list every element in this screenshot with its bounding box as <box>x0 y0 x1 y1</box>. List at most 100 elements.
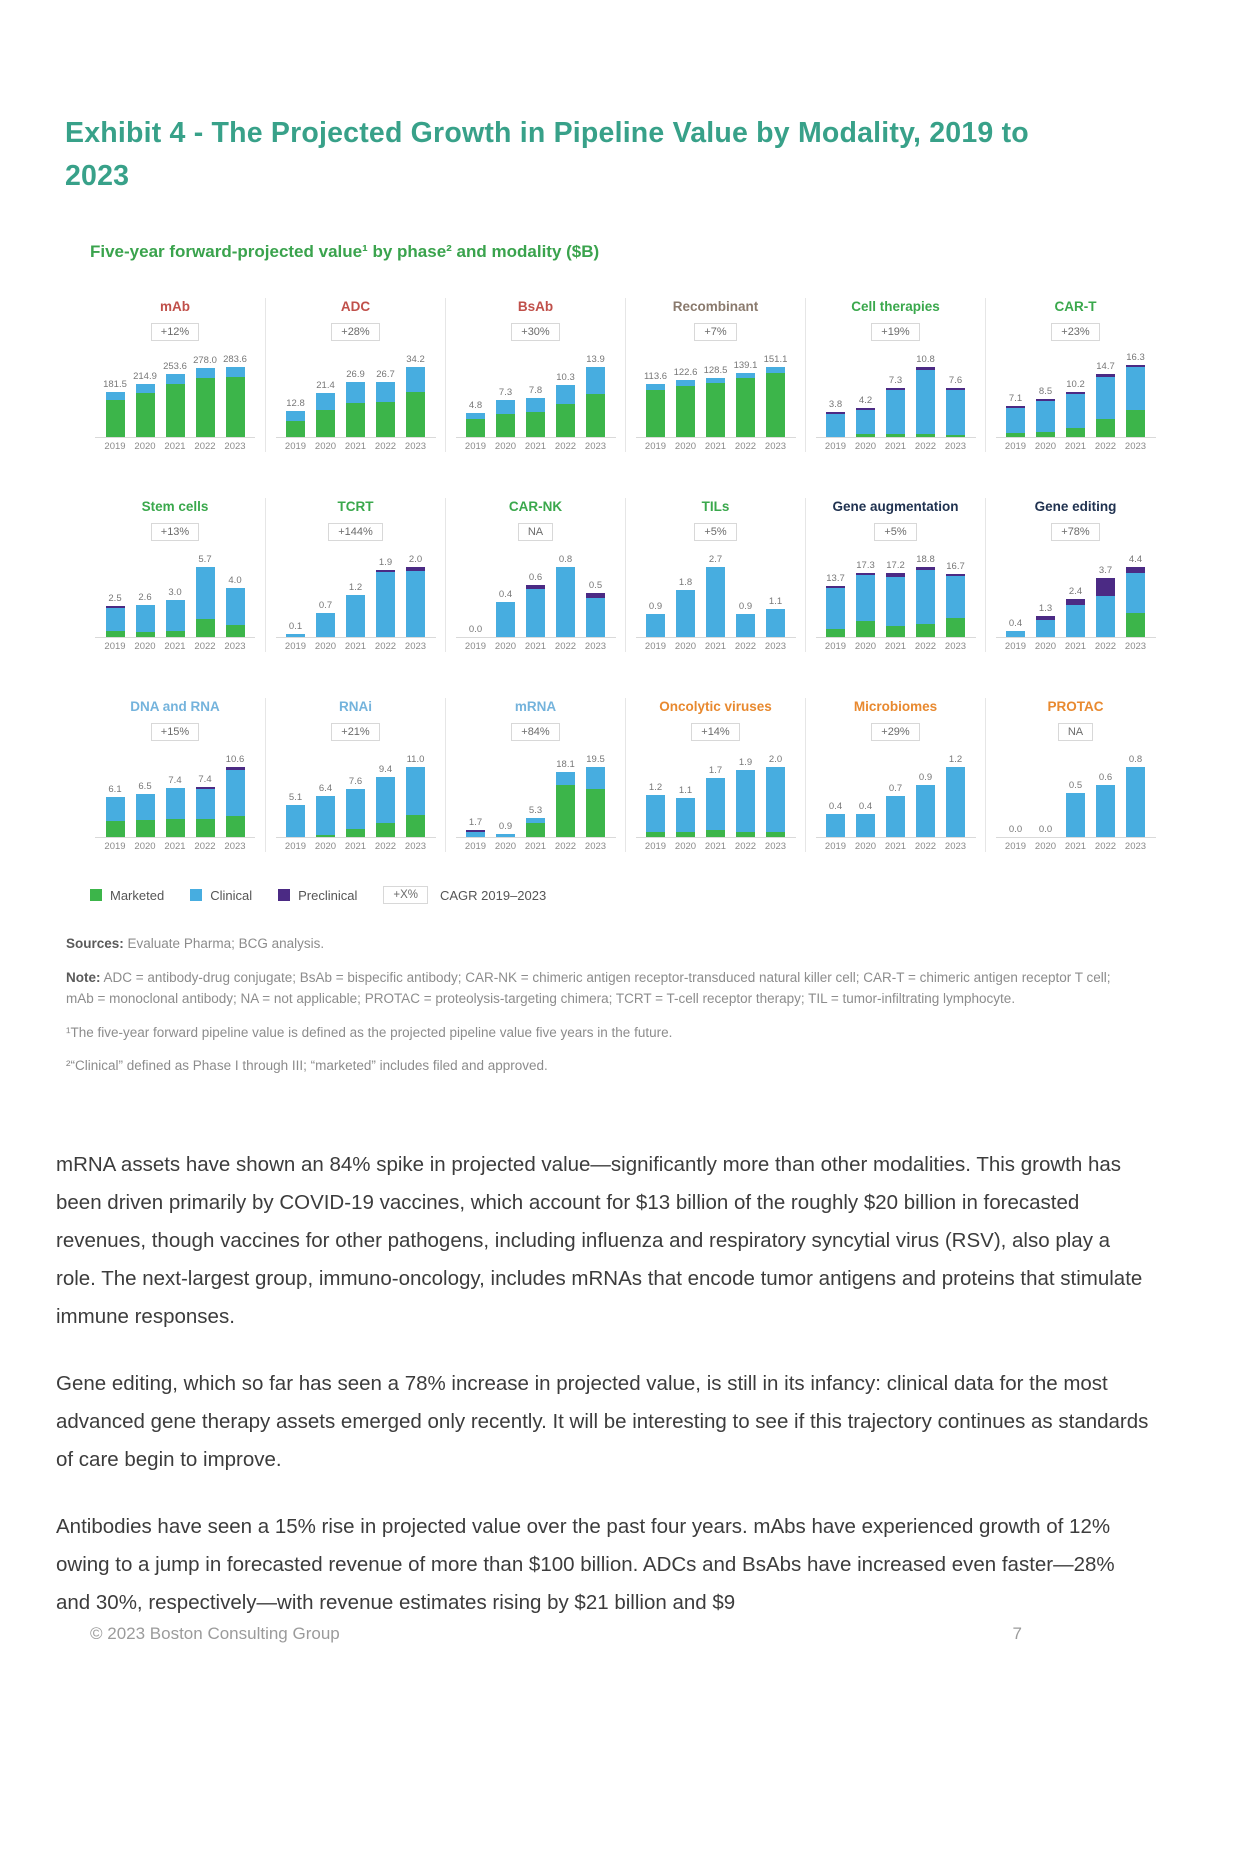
chart-cell-therapies: Cell therapies +19% 3.8 4.2 7.3 10.8 7.6 2019 20… <box>805 298 985 452</box>
bar-segment-marketed <box>1006 433 1025 437</box>
bar-column: 2.0 <box>401 554 431 637</box>
year-label: 2021 <box>524 441 547 452</box>
bar-segment-clinical <box>1066 393 1085 429</box>
year-label: 2020 <box>314 841 337 852</box>
bar <box>856 813 875 837</box>
paragraph-mrna: mRNA assets have shown an 84% spike in p… <box>56 1153 1143 1329</box>
bar-segment-clinical <box>316 612 335 637</box>
legend-cagr-text: CAGR 2019–2023 <box>439 887 547 903</box>
bar-segment-clinical <box>135 605 155 632</box>
cagr-label: +23% <box>1051 323 1100 341</box>
bars-row: 0.1 0.7 1.2 1.9 2.0 <box>275 554 436 638</box>
bar <box>586 593 605 637</box>
year-label: 2023 <box>944 641 967 652</box>
years-row: 2019 2020 2021 2022 2023 <box>996 441 1156 452</box>
years-row: 2019 2020 2021 2022 2023 <box>456 841 616 852</box>
year-label: 2020 <box>854 841 877 852</box>
cagr-wrap: +5% <box>806 522 985 544</box>
year-label: 2020 <box>134 641 156 652</box>
bar-value-label: 1.1 <box>678 785 693 797</box>
bar <box>376 382 395 437</box>
bar-value-label: 1.2 <box>348 582 363 593</box>
bar-value-label: 0.1 <box>288 620 303 632</box>
year-label: 2020 <box>674 441 697 452</box>
bar <box>286 410 305 437</box>
bar-segment-marketed <box>466 419 485 437</box>
bar-segment-preclinical <box>946 387 965 390</box>
years-row: 2019 2020 2021 2022 2023 <box>816 641 976 652</box>
year-label: 2022 <box>374 441 397 452</box>
bar-value-label: 128.5 <box>703 364 728 376</box>
bar-segment-clinical <box>946 389 965 435</box>
bar-column: 0.6 <box>521 572 551 637</box>
bar-segment-clinical <box>736 770 755 832</box>
bar <box>466 829 485 837</box>
bar-value-label: 7.3 <box>888 375 903 387</box>
bar-segment-preclinical <box>826 412 845 415</box>
chart-car-nk: CAR-NK NA 0.0 0.4 0.6 0.8 0.5 2019 2020 2021 2022 2… <box>445 498 625 652</box>
cagr-label: +21% <box>331 723 380 741</box>
legend-swatch-preclinical <box>278 889 291 901</box>
cagr-wrap: +5% <box>626 522 805 544</box>
bars-row: 1.7 0.9 5.3 18.1 19.5 <box>455 754 616 838</box>
bar-segment-preclinical <box>1036 398 1055 401</box>
years-row: 2019 2020 2021 2022 2023 <box>276 441 436 452</box>
bar <box>286 804 305 837</box>
bar-segment-clinical <box>1126 367 1145 410</box>
bars-row: 13.7 17.3 17.2 18.8 16.7 <box>815 554 976 638</box>
bar <box>225 767 245 837</box>
bar-value-label: 5.3 <box>528 804 543 816</box>
bar-column: 0.5 <box>581 580 611 637</box>
bar-value-label: 214.9 <box>133 371 157 383</box>
bar-column: 2.5 <box>100 593 130 637</box>
year-label: 2019 <box>104 441 126 452</box>
years-row: 2019 2020 2021 2022 2023 <box>95 841 255 852</box>
bar-value-label: 278.0 <box>193 355 217 367</box>
bar-column: 2.7 <box>701 554 731 637</box>
bar-value-label: 11.0 <box>406 754 425 766</box>
bar-segment-preclinical <box>1006 406 1025 409</box>
cagr-label: +5% <box>874 523 917 541</box>
bar-column: 0.6 <box>1091 772 1121 837</box>
chart-name: Stem cells <box>141 499 209 514</box>
cagr-label: +28% <box>331 323 380 341</box>
bar-segment-clinical <box>586 597 605 637</box>
bar <box>556 567 575 637</box>
bar-value-label: 113.6 <box>643 371 668 383</box>
legend-label: Preclinical <box>298 887 358 903</box>
bar-column: 2.6 <box>130 592 160 637</box>
year-label: 2022 <box>194 641 216 652</box>
bar-segment-preclinical <box>856 408 875 411</box>
bar-segment-marketed <box>165 630 185 637</box>
cagr-label: NA <box>1057 723 1094 741</box>
bar-segment-clinical <box>1036 620 1055 637</box>
bar <box>526 584 545 637</box>
cagr-wrap: +19% <box>806 322 985 344</box>
bar-segment-marketed <box>886 625 905 637</box>
chart-name: mAb <box>160 299 190 314</box>
bar-value-label: 0.0 <box>468 624 483 635</box>
bar-value-label: 10.6 <box>225 754 245 766</box>
bar-value-label: 7.3 <box>498 387 513 399</box>
bar-value-label: 8.5 <box>1038 385 1053 397</box>
bar-segment-clinical <box>406 570 425 637</box>
bar-segment-marketed <box>225 815 245 837</box>
bar <box>165 788 185 837</box>
year-label: 2023 <box>944 841 967 852</box>
bar <box>105 605 125 637</box>
bar-column: 0.4 <box>851 801 881 837</box>
year-label: 2019 <box>104 841 126 852</box>
bar-value-label: 0.8 <box>1128 754 1143 765</box>
bar <box>706 377 725 437</box>
bar-segment-marketed <box>195 378 215 437</box>
year-label: 2022 <box>554 841 577 852</box>
page-number: 7 <box>1012 1624 1022 1643</box>
year-label: 2021 <box>1064 441 1087 452</box>
bar-segment-marketed <box>886 433 905 437</box>
bar-value-label: 10.3 <box>556 372 575 384</box>
cagr-label: +30% <box>511 323 560 341</box>
year-label: 2022 <box>914 441 937 452</box>
bar-segment-marketed <box>316 835 335 837</box>
bar-value-label: 6.4 <box>318 783 333 795</box>
bar-value-label: 16.7 <box>946 561 965 573</box>
